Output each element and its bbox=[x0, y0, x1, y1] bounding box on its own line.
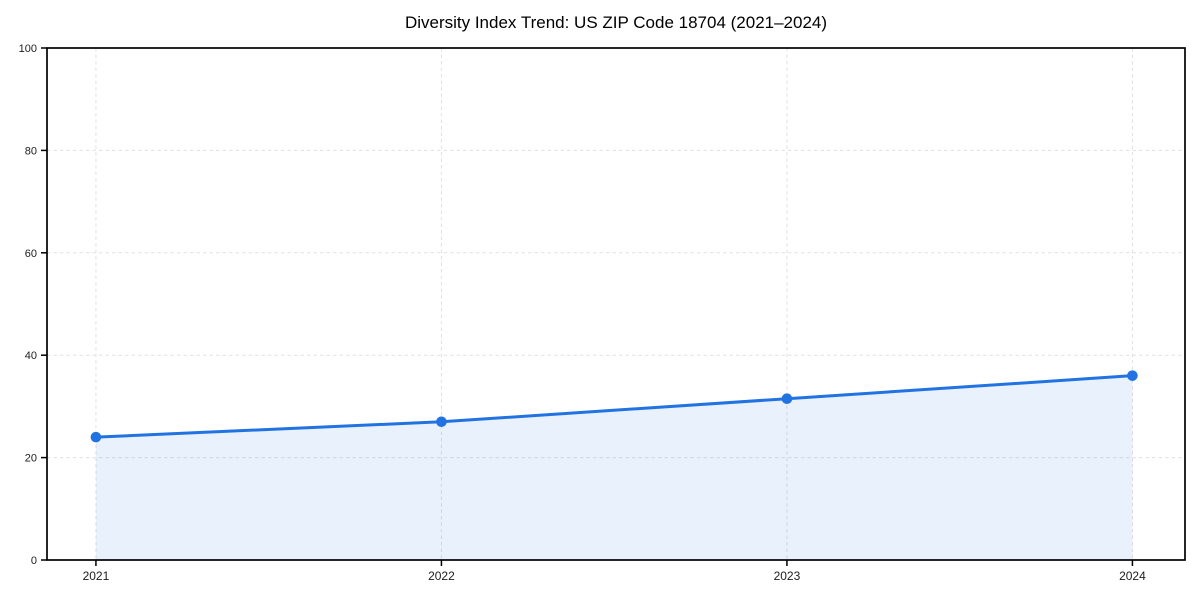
data-point-marker-2021 bbox=[90, 431, 102, 443]
data-point-marker-2022 bbox=[436, 416, 447, 428]
y-tick-label: 80 bbox=[25, 145, 37, 157]
data-point-marker-2023 bbox=[781, 393, 793, 405]
x-tick-label: 2023 bbox=[774, 569, 801, 583]
x-tick-label: 2021 bbox=[83, 569, 110, 583]
x-tick-label: 2022 bbox=[428, 569, 455, 583]
data-point-marker-2024 bbox=[1127, 370, 1138, 381]
y-tick-label: 60 bbox=[25, 248, 37, 260]
plot-border bbox=[46, 47, 1186, 561]
y-tick-label: 100 bbox=[19, 43, 37, 55]
y-tick-label: 0 bbox=[31, 555, 37, 567]
x-tick-label: 2024 bbox=[1119, 569, 1146, 583]
y-tick-label: 40 bbox=[25, 350, 37, 362]
area-fill bbox=[95, 375, 1133, 560]
chart-title: Diversity Index Trend: US ZIP Code 18704… bbox=[404, 13, 828, 32]
y-tick-label: 20 bbox=[25, 453, 37, 465]
trend-line bbox=[94, 374, 1134, 439]
